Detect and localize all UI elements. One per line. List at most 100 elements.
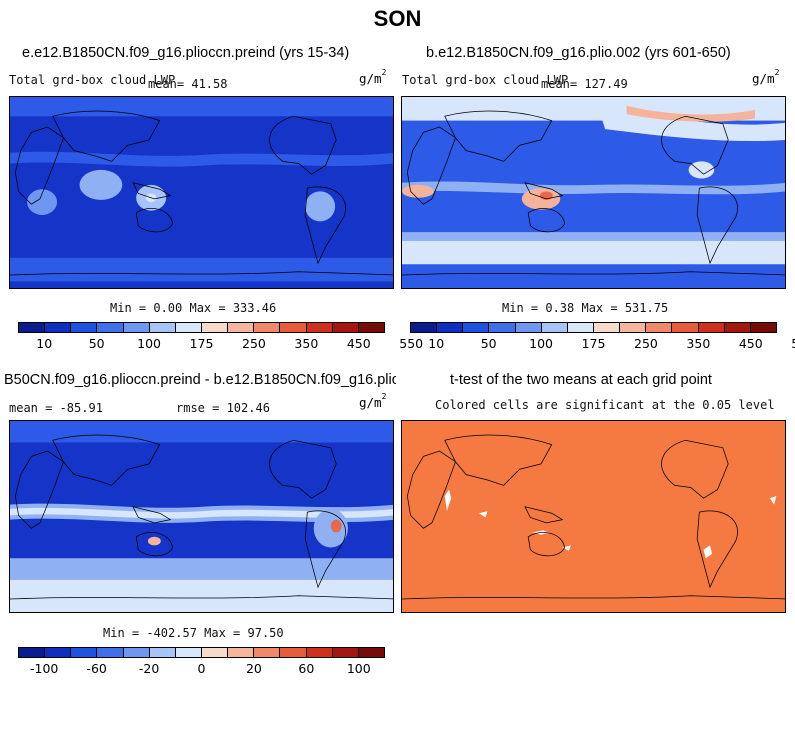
subtitle-top-right: Total grd-box cloud LWP	[402, 73, 569, 87]
colorbar-top-left-swatch	[149, 323, 176, 332]
coastlines-bottom-right	[402, 434, 785, 600]
colorbar-bottom-left-swatch	[280, 648, 307, 657]
colorbar-top-right-swatch	[672, 323, 699, 332]
colorbar-top-left-swatch	[201, 323, 229, 332]
colorbar-top-right-tick-label: 550	[791, 336, 795, 351]
colorbar-top-right-swatch	[750, 323, 776, 332]
colorbar-top-right-swatch	[541, 323, 568, 332]
colorbar-bottom-left-tick-label: -100	[30, 661, 59, 676]
map-top-right-band-south-edge	[402, 232, 785, 241]
colorbar-bottom-left-swatch	[71, 648, 98, 657]
colorbar-top-left-swatch	[19, 323, 46, 332]
colorbar-top-left-swatch	[228, 323, 255, 332]
colorbar-top-right-tick-label: 175	[581, 336, 606, 351]
map-top-right-band-south	[402, 240, 785, 265]
colorbar-bottom-left-tick-label: -20	[138, 661, 160, 676]
colorbar-top-right-swatch	[515, 323, 542, 332]
map-top-right-patch-maritime	[521, 188, 561, 210]
colorbar-bottom-left-tick-label: -60	[86, 661, 107, 676]
colorbar-top-left-tick-label: 550	[399, 336, 424, 351]
map-top-left-patch-amazon	[305, 191, 336, 222]
map-bottom-left-band-south	[10, 558, 393, 580]
map-top-right-patch-atlantic	[402, 184, 435, 198]
panel-title-bottom-left: B50CN.f09_g16.plioccn.preind - b.e12.B18…	[4, 372, 396, 388]
colorbar-top-right-tick-label: 10	[428, 336, 445, 351]
map-top-right-patch-east-pacific	[688, 161, 715, 179]
colorbar-top-left-swatch	[71, 323, 98, 332]
map-bottom-right-background	[402, 421, 785, 612]
colorbar-bottom-left-swatch	[149, 648, 176, 657]
colorbar-top-left-swatch	[123, 323, 150, 332]
colorbar-top-right-swatch	[463, 323, 490, 332]
map-bottom-left-patch-australia	[147, 536, 161, 546]
colorbar-top-left-swatch	[254, 323, 281, 332]
map-bottom-left-patch-amazon-core	[330, 519, 342, 533]
colorbar-top-right	[410, 322, 777, 333]
colorbar-bottom-left-swatch	[254, 648, 281, 657]
colorbar-top-right-swatch	[724, 323, 751, 332]
colorbar-top-left-swatch	[332, 323, 359, 332]
colorbar-top-left-tick-label: 450	[346, 336, 371, 351]
colorbar-top-left-tick-label: 175	[189, 336, 214, 351]
subtitle-top-left: Total grd-box cloud LWP	[9, 73, 176, 87]
colorbar-top-left-tick-label: 250	[241, 336, 266, 351]
map-bottom-left-band-pole	[10, 579, 393, 612]
map-top-left-band-south	[10, 257, 393, 282]
minmax-top-left: Min = 0.00 Max = 333.46	[110, 301, 277, 315]
colorbar-top-right-swatch	[646, 323, 673, 332]
colorbar-top-left-swatch	[280, 323, 307, 332]
colorbar-top-right-swatch	[620, 323, 647, 332]
colorbar-bottom-left-swatch	[45, 648, 72, 657]
map-bottom-left	[9, 420, 394, 613]
map-top-left-patch-africa	[27, 189, 58, 215]
colorbar-bottom-left-swatch	[123, 648, 150, 657]
panel-title-top-left: e.e12.B1850CN.f09_g16.plioccn.preind (yr…	[22, 45, 350, 61]
colorbar-top-right-tick-label: 50	[480, 336, 497, 351]
coastlines-top-right	[402, 110, 785, 276]
colorbar-bottom-left-swatch	[228, 648, 255, 657]
colorbar-bottom-left-swatch	[332, 648, 359, 657]
colorbar-top-right-swatch	[489, 323, 516, 332]
colorbar-bottom-left-swatch	[19, 648, 46, 657]
colorbar-top-left-swatch	[175, 323, 202, 332]
colorbar-top-right-tick-label: 350	[686, 336, 711, 351]
colorbar-top-right-swatch	[411, 323, 438, 332]
map-top-right-band-north-core	[626, 105, 755, 122]
map-top-right-band-itcz	[402, 181, 785, 195]
units-top-left: g/m2	[359, 68, 387, 86]
colorbar-top-left-swatch	[306, 323, 333, 332]
colorbar-top-right-tick-label: 100	[529, 336, 553, 351]
colorbar-top-right-swatch	[567, 323, 594, 332]
map-top-left-background	[10, 97, 393, 288]
map-top-left-patch-warm-pool	[79, 169, 123, 200]
colorbar-bottom-left-tick-label: 0	[197, 661, 206, 676]
colorbar-top-left-swatch	[358, 323, 384, 332]
colorbar-top-left-swatch	[97, 323, 124, 332]
colorbar-top-left-tick-label: 100	[137, 336, 161, 351]
map-bottom-left-band-itcz-core	[10, 507, 393, 519]
colorbar-top-left	[18, 322, 385, 333]
map-bottom-left-patch-amazon	[313, 508, 348, 548]
colorbar-top-right-tick-label: 450	[738, 336, 763, 351]
mean-top-right: mean= 127.49	[541, 77, 628, 91]
colorbar-bottom-left-swatch	[306, 648, 333, 657]
colorbar-top-left-tick-label: 10	[36, 336, 53, 351]
figure-title: SON	[373, 6, 422, 31]
colorbar-bottom-left	[18, 647, 385, 658]
colorbar-top-right-swatch	[698, 323, 725, 332]
colorbar-bottom-left-swatch	[97, 648, 124, 657]
map-bottom-right	[401, 420, 786, 613]
colorbar-top-left-tick-label: 350	[294, 336, 319, 351]
colorbar-top-left-swatch	[45, 323, 72, 332]
minmax-top-right: Min = 0.38 Max = 531.75	[502, 301, 669, 315]
units-top-right: g/m2	[752, 68, 780, 86]
coastlines-top-left	[10, 110, 393, 276]
colorbar-top-right-swatch	[593, 323, 621, 332]
colorbar-bottom-left-swatch	[175, 648, 202, 657]
colorbar-top-left-tick-label: 50	[88, 336, 105, 351]
map-top-right	[401, 96, 786, 289]
mean-top-left: mean= 41.58	[148, 77, 228, 91]
colorbar-bottom-left-swatch	[358, 648, 384, 657]
map-top-left	[9, 96, 394, 289]
mean-bottom-left: mean = -85.91	[9, 401, 103, 415]
